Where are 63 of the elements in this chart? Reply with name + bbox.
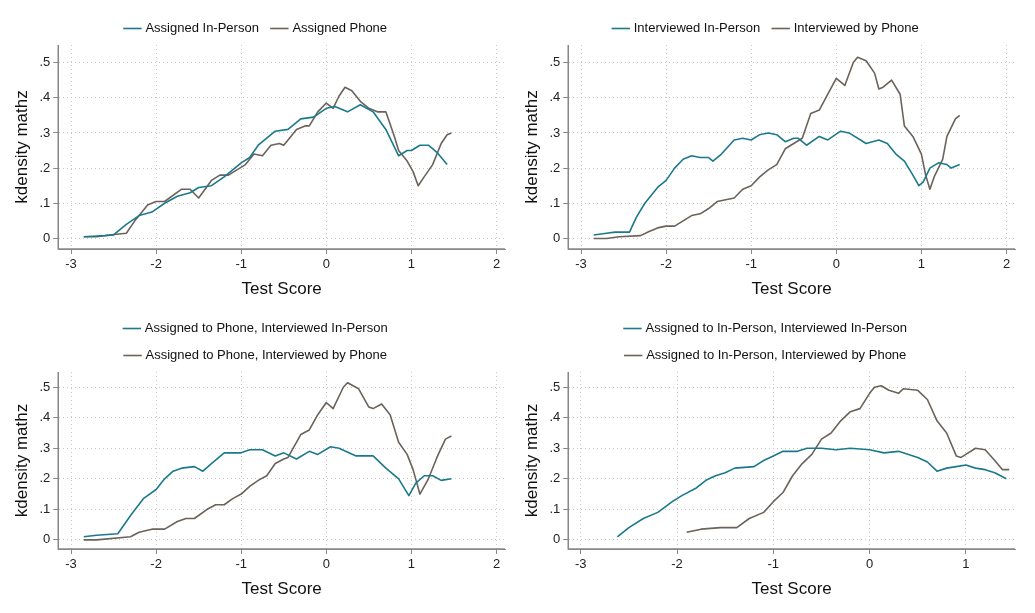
y-tick-label: .4 — [549, 409, 561, 425]
x-tick-label: -3 — [574, 556, 587, 572]
legend-label: Assigned to In-Person, Interviewed In-Person — [645, 320, 908, 336]
y-tick-label: 0 — [43, 531, 51, 547]
y-axis-title: kdensity mathz — [11, 403, 31, 518]
x-tick-label: -1 — [745, 256, 757, 272]
y-tick-label: .2 — [549, 470, 561, 486]
x-tick-label: 1 — [917, 256, 926, 272]
x-axis-title: Test Score — [751, 279, 832, 299]
y-tick-label: .3 — [39, 124, 51, 140]
y-tick-label: .2 — [39, 159, 51, 175]
x-tick-label: -1 — [235, 256, 247, 272]
y-tick-label: .3 — [549, 439, 561, 455]
x-tick-label: -2 — [660, 256, 672, 272]
y-tick-label: .1 — [39, 500, 51, 516]
x-tick-label: 1 — [407, 256, 416, 272]
y-axis-title: kdensity mathz — [521, 403, 541, 518]
x-tick-label: -2 — [150, 256, 162, 272]
y-tick-label: .3 — [549, 124, 561, 140]
x-tick-label: 0 — [865, 556, 874, 572]
y-tick-label: .4 — [549, 89, 561, 105]
y-tick-label: .1 — [549, 194, 561, 210]
legend-label: Assigned to In-Person, Interviewed by Phone — [646, 347, 907, 363]
y-tick-label: 0 — [553, 531, 561, 547]
x-tick-label: 2 — [492, 256, 501, 272]
y-tick-label: .5 — [39, 378, 51, 394]
x-axis-title: Test Score — [241, 579, 322, 599]
x-tick-label: -1 — [235, 556, 247, 572]
x-tick-label: -2 — [150, 556, 162, 572]
y-tick-label: .5 — [549, 378, 561, 394]
legend-label: Interviewed by Phone — [793, 20, 919, 36]
x-axis-title: Test Score — [241, 279, 322, 299]
x-tick-label: 0 — [832, 256, 840, 272]
y-tick-label: .2 — [549, 159, 561, 175]
y-tick-label: .4 — [39, 409, 51, 425]
x-axis-title: Test Score — [751, 579, 832, 599]
legend-label: Assigned to Phone, Interviewed In-Person — [144, 320, 388, 336]
legend-label: Assigned Phone — [292, 20, 388, 36]
y-tick-label: .4 — [39, 89, 51, 105]
y-tick-label: 0 — [43, 230, 51, 246]
x-tick-label: -2 — [671, 556, 683, 572]
y-tick-label: 0 — [553, 230, 561, 246]
x-tick-label: 1 — [962, 556, 970, 572]
x-tick-label: 0 — [322, 256, 330, 272]
x-tick-label: 0 — [322, 556, 330, 572]
y-axis-title: kdensity mathz — [11, 90, 31, 204]
x-tick-label: -3 — [65, 256, 77, 272]
x-tick-label: 2 — [492, 556, 501, 572]
x-tick-label: 1 — [407, 556, 416, 572]
legend-label: Assigned In-Person — [145, 20, 259, 36]
x-tick-label: -3 — [575, 256, 587, 272]
x-tick-label: -1 — [767, 556, 780, 572]
y-tick-label: .5 — [549, 54, 561, 70]
x-tick-label: -3 — [65, 556, 77, 572]
x-tick-label: 2 — [1002, 256, 1011, 272]
y-tick-label: .3 — [39, 439, 51, 455]
y-tick-label: .2 — [39, 470, 51, 486]
legend-label: Interviewed In-Person — [633, 20, 761, 36]
y-axis-title: kdensity mathz — [521, 90, 541, 204]
legend-label: Assigned to Phone, Interviewed by Phone — [145, 347, 387, 363]
y-tick-label: .1 — [39, 194, 51, 210]
y-tick-label: .1 — [549, 500, 561, 516]
y-tick-label: .5 — [39, 54, 51, 70]
